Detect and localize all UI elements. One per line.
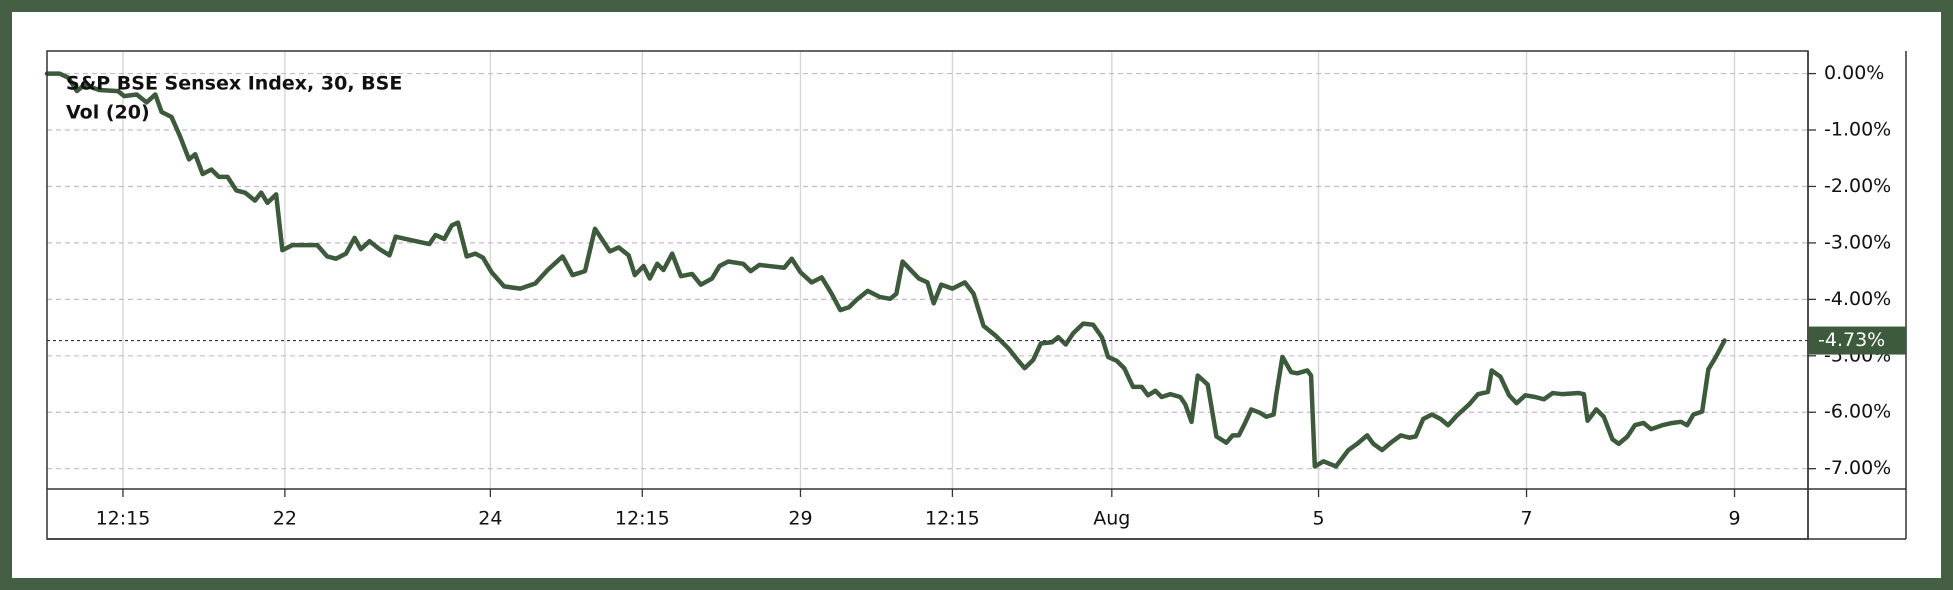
grid [47, 51, 1808, 489]
x-tick-label: Aug [1093, 508, 1130, 530]
chart-subtitle: Vol (20) [66, 102, 150, 124]
y-tick-label: -6.00% [1824, 401, 1891, 423]
x-tick-label: 7 [1520, 508, 1532, 530]
last-value-label: -4.73% [1818, 329, 1885, 351]
plot [44, 71, 1808, 469]
y-tick-label: -7.00% [1824, 457, 1891, 479]
y-tick-label: 0.00% [1824, 62, 1884, 84]
x-tick-label: 22 [273, 508, 297, 530]
panel [12, 12, 1941, 578]
x-tick-label: 12:15 [925, 508, 980, 530]
chart-title: S&P BSE Sensex Index, 30, BSE [66, 73, 402, 95]
x-tick-label: 12:15 [96, 508, 151, 530]
x-tick-label: 5 [1313, 508, 1325, 530]
last-value-box [1809, 326, 1906, 355]
x-tick-label: 29 [788, 508, 812, 530]
y-tick-label: -1.00% [1824, 119, 1891, 141]
x-tick-label: 9 [1728, 508, 1740, 530]
x-tick-label: 24 [478, 508, 502, 530]
y-tick-label: -4.00% [1824, 288, 1891, 310]
y-tick-label: -2.00% [1824, 175, 1891, 197]
series-line [44, 71, 1727, 469]
x-tick-label: 12:15 [615, 508, 670, 530]
y-tick-label: -3.00% [1824, 231, 1891, 253]
